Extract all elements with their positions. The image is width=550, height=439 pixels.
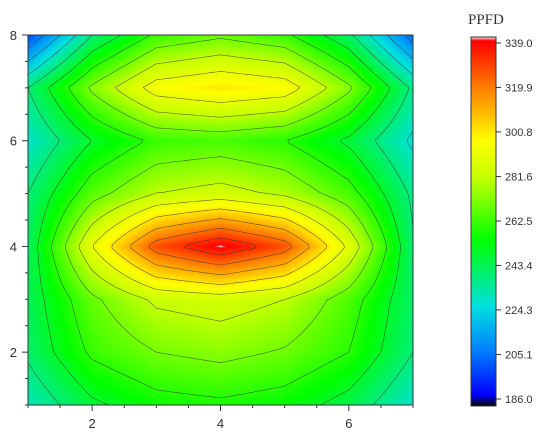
colorbar-tick-label: 300.8 [505, 127, 533, 139]
colorbar-tick-label: 339.0 [505, 38, 533, 50]
x-axis: 2 4 6 [27, 404, 414, 431]
contour-line-320 [148, 227, 292, 266]
contour-line-290 [92, 71, 345, 295]
y-axis: 2 4 6 8 [10, 28, 29, 406]
contour-line-330 [184, 237, 257, 256]
colorbar-title: PPFD [468, 12, 504, 28]
contour-heatmap-image [28, 35, 413, 405]
contour-line-260 [51, 34, 388, 399]
plot-area [27, 34, 414, 406]
contour-line-250 [37, 34, 401, 406]
contour-line-280 [78, 54, 360, 322]
colorbar-tick-label: 281.6 [505, 172, 533, 184]
y-tick-label: 8 [10, 28, 17, 43]
contour-line-310 [130, 218, 310, 276]
y-tick-label: 2 [10, 345, 17, 360]
contour-line-230 [27, 34, 414, 152]
contour-line-270 [65, 38, 374, 363]
x-tick-label: 4 [217, 416, 224, 431]
x-tick-label: 6 [345, 416, 352, 431]
colorbar: PPFD 339.0 319.9 300.8 281.6 262.5 243.4 224.3… [468, 12, 533, 407]
contour-line-300 [111, 208, 327, 285]
colorbar-tick-label: 262.5 [505, 216, 533, 228]
colorbar-tick-label: 319.9 [505, 82, 533, 94]
contour-lines [27, 34, 414, 406]
colorbar-tick-label: 205.1 [505, 350, 533, 362]
x-tick-label: 2 [89, 416, 96, 431]
y-tick-label: 4 [10, 239, 17, 254]
contour-line-220 [27, 34, 414, 62]
colorbar-tick-label: 224.3 [505, 305, 533, 317]
colorbar-tick-label: 243.4 [505, 260, 533, 272]
colorbar-tick-label: 186.0 [505, 394, 533, 406]
contour-line-210 [27, 34, 414, 49]
colorbar-gradient [471, 37, 496, 406]
y-tick-label: 6 [10, 134, 17, 149]
colorbar-ticks: 339.0 319.9 300.8 281.6 262.5 243.4 224.3 205.1… [496, 38, 533, 406]
